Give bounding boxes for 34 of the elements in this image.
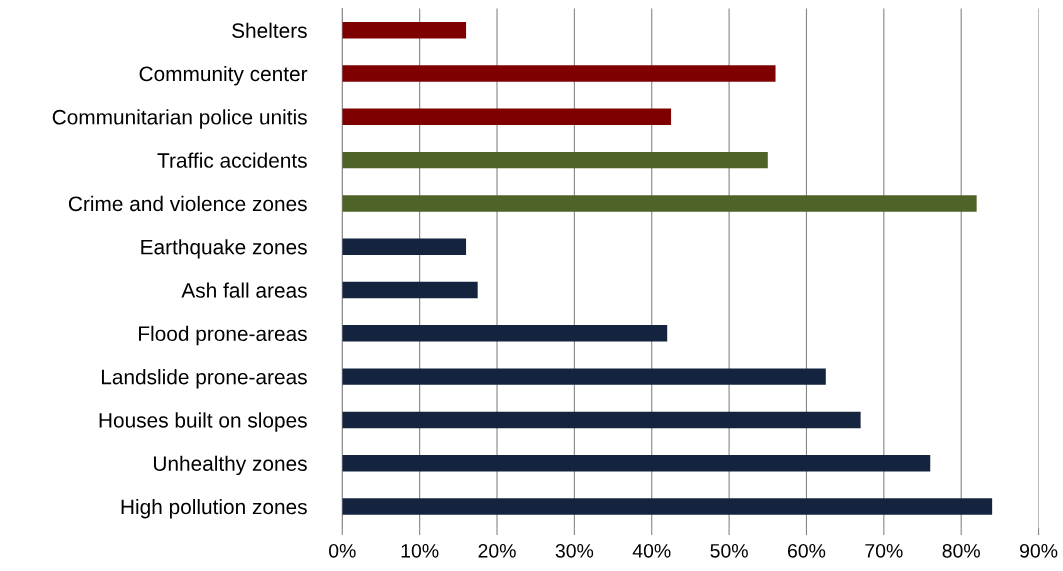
x-tick-label: 90% — [1020, 543, 1058, 558]
x-tick-label: 60% — [787, 543, 826, 558]
bar — [342, 411, 861, 429]
x-tick-label: 50% — [710, 543, 748, 558]
x-tick-label: 30% — [555, 543, 594, 558]
y-tick-label: Ash fall areas — [181, 282, 307, 298]
y-tick-label: High pollution zones — [121, 498, 307, 519]
bar — [342, 65, 776, 82]
bar — [342, 108, 672, 126]
x-tick-label: 70% — [865, 543, 903, 558]
y-tick-label: Landslide prone-areas — [101, 369, 307, 389]
x-tick-label: 80% — [942, 543, 980, 558]
y-tick-label: Houses built on slopes — [99, 412, 307, 432]
bar — [342, 151, 768, 169]
y-tick-label: Traffic accidents — [157, 152, 307, 168]
y-tick-label: Communitarian police unitis — [52, 109, 307, 129]
bar — [342, 238, 467, 255]
y-tick-label: Flood prone-areas — [139, 325, 307, 346]
y-tick-label: Shelters — [232, 22, 307, 38]
x-tick-label: 0% — [328, 543, 356, 558]
y-tick-label: Unhealthy zones — [153, 455, 307, 476]
bar — [342, 455, 931, 472]
x-tick-label: 40% — [632, 543, 671, 558]
bar — [342, 21, 467, 39]
x-tick-label: 20% — [478, 543, 516, 558]
y-tick-label: Community center — [139, 65, 308, 86]
bar — [342, 368, 826, 385]
bar — [342, 281, 478, 299]
x-tick-label: 10% — [401, 543, 439, 558]
bar — [342, 325, 668, 342]
bar — [342, 195, 977, 212]
y-tick-label: Earthquake zones — [141, 239, 307, 259]
y-tick-label: Crime and violence zones — [68, 195, 307, 212]
bar — [342, 498, 993, 515]
